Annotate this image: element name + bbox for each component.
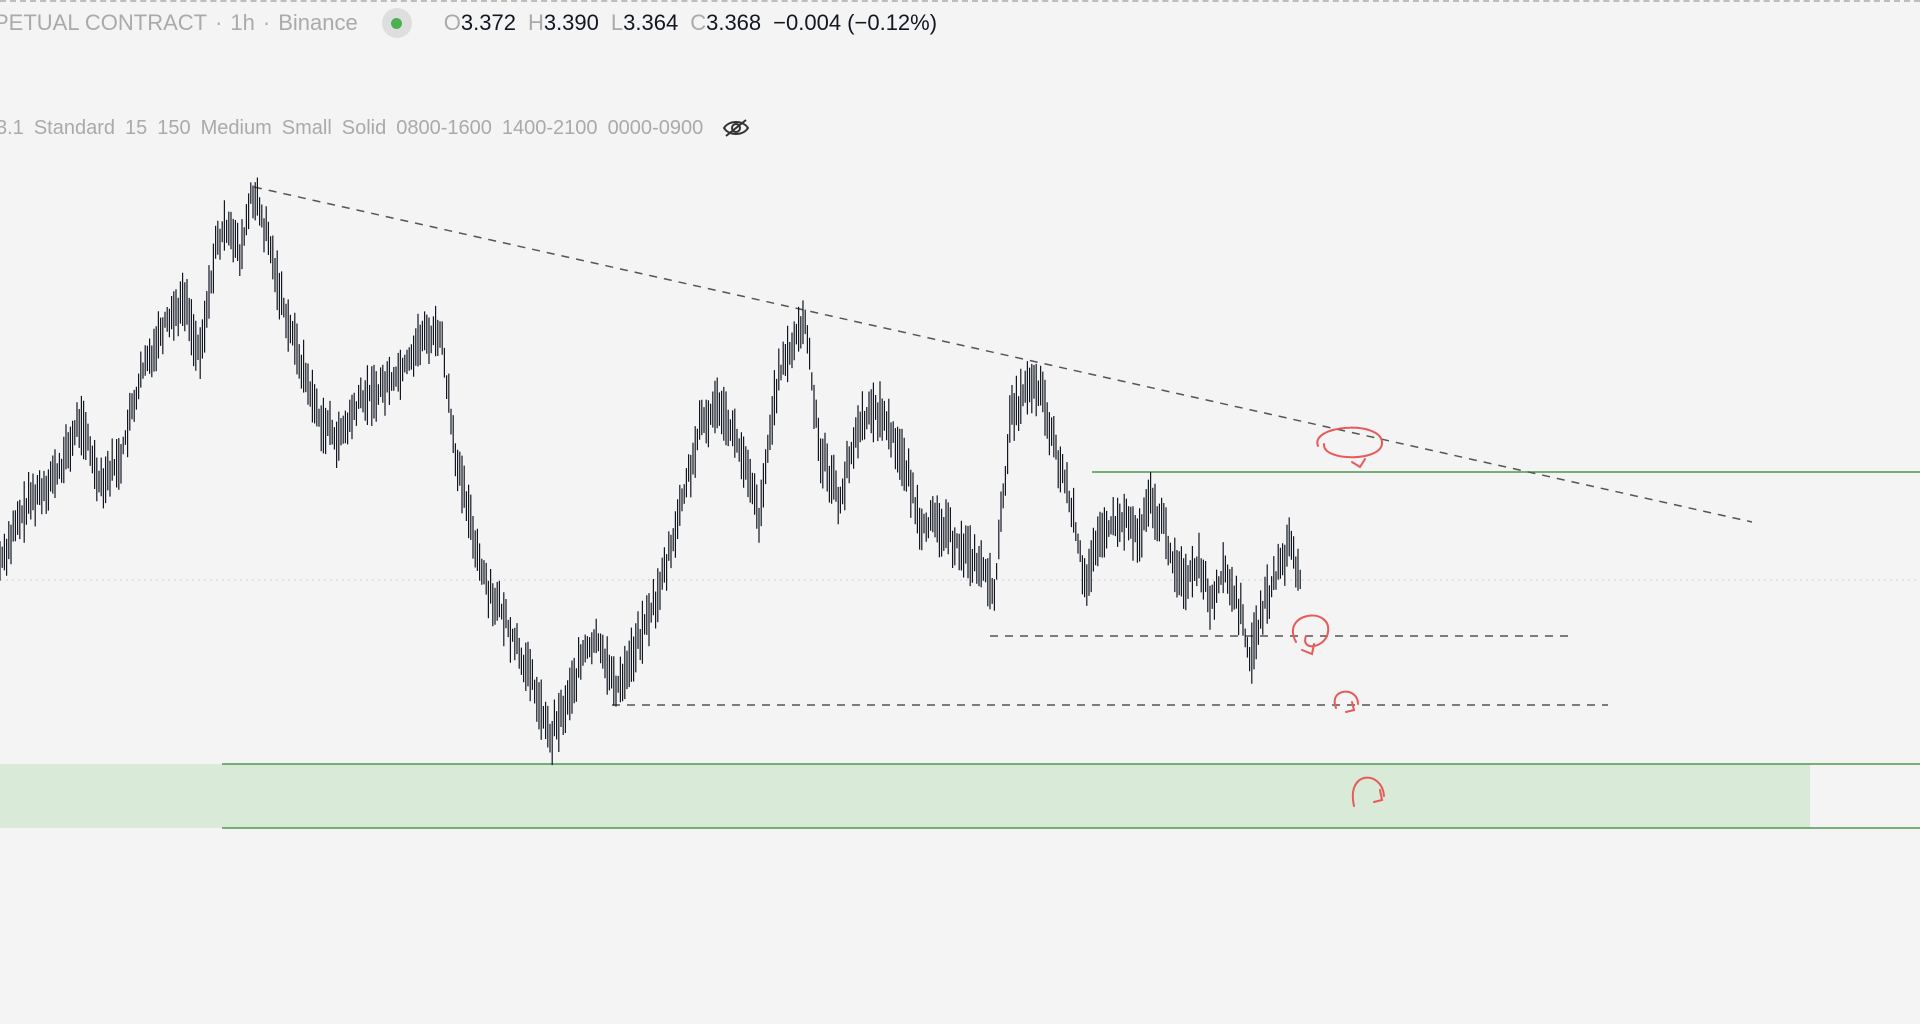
- low-value: 3.364: [623, 10, 679, 35]
- open-label: O: [443, 10, 461, 35]
- annotations: [1292, 426, 1385, 807]
- change-value: −0.004 (−0.12%): [773, 10, 938, 35]
- open-value: 3.372: [460, 10, 516, 35]
- timeframe-label[interactable]: 1h: [230, 10, 255, 35]
- indicator-param: 150: [157, 116, 191, 139]
- close-label: C: [690, 10, 707, 35]
- indicator-param: Standard: [33, 116, 115, 139]
- annotation-bounce-2: [1351, 776, 1385, 807]
- indicator-param: 0000-0900: [607, 116, 704, 139]
- high-value: 3.390: [543, 10, 599, 35]
- candlestick-series: [0, 177, 1301, 766]
- indicator-param: 3.1: [0, 116, 24, 139]
- exchange-label[interactable]: Binance: [278, 10, 358, 35]
- descending-trendline[interactable]: [253, 186, 1753, 523]
- indicator-param: Medium: [200, 116, 272, 139]
- annotation-rejection-2: [1292, 614, 1330, 656]
- indicator-param: Small: [281, 116, 332, 139]
- market-status-indicator[interactable]: [381, 8, 412, 38]
- support-zone[interactable]: [0, 764, 1810, 828]
- annotation-bounce-1: [1333, 690, 1359, 713]
- separator-dot: ·: [215, 10, 223, 35]
- indicator-param: Solid: [341, 116, 387, 139]
- indicator-param: 0800-1600: [396, 116, 492, 139]
- high-label: H: [527, 10, 544, 35]
- indicator-legend[interactable]: 3.1 Standard 15 150 Medium Small Solid 0…: [0, 114, 751, 142]
- market-open-dot-icon: [391, 17, 403, 29]
- annotation-rejection-1: [1316, 426, 1384, 469]
- low-label: L: [610, 10, 624, 35]
- separator-dot: ·: [262, 10, 271, 35]
- close-value: 3.368: [706, 10, 762, 35]
- symbol-title[interactable]: PETUAL CONTRACT: [0, 10, 208, 35]
- top-dashed-border: [0, 0, 1920, 2]
- eye-hidden-icon[interactable]: [721, 117, 751, 139]
- indicator-param: 1400-2100: [501, 116, 598, 139]
- indicator-param: 15: [124, 116, 148, 139]
